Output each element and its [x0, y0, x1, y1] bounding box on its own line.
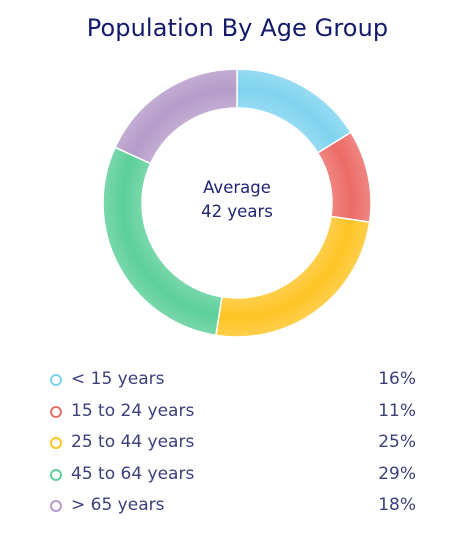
- legend-value: 29%: [378, 463, 416, 484]
- center-label: Average 42 years: [137, 176, 337, 224]
- legend-label: < 15 years: [71, 369, 165, 389]
- chart-title: Population By Age Group: [86, 14, 389, 42]
- center-label-line-1: Average: [203, 178, 271, 197]
- legend-value: 11%: [378, 400, 416, 421]
- donut-slice-2[interactable]: [214, 215, 371, 338]
- legend-label: 25 to 44 years: [71, 432, 195, 452]
- legend-label: 45 to 64 years: [71, 463, 195, 484]
- legend-item[interactable]: 15 to 24 years 11%: [50, 401, 416, 433]
- donut-slice-0[interactable]: [236, 68, 352, 154]
- legend-item[interactable]: > 65 years 18%: [50, 495, 416, 527]
- legend-item[interactable]: 45 to 64 years 29%: [50, 464, 416, 496]
- legend-label: > 65 years: [71, 495, 165, 515]
- legend-item[interactable]: < 15 years 16%: [50, 369, 416, 401]
- legend-value: 18%: [378, 495, 416, 515]
- legend-marker-icon: [50, 500, 62, 512]
- legend-value: 25%: [378, 432, 416, 452]
- donut-chart: [102, 68, 372, 338]
- legend-marker-icon: [50, 405, 62, 418]
- legend-marker-icon: [50, 468, 62, 481]
- legend: < 15 years 16% 15 to 24 years 11% 25 to …: [50, 369, 416, 527]
- legend-marker-icon: [50, 374, 62, 386]
- legend-value: 16%: [378, 369, 416, 389]
- legend-marker-icon: [50, 437, 62, 449]
- donut-slice-4[interactable]: [114, 68, 238, 165]
- center-label-line-2: 42 years: [201, 202, 273, 221]
- legend-label: 15 to 24 years: [71, 400, 195, 421]
- legend-item[interactable]: 25 to 44 years 25%: [50, 432, 416, 464]
